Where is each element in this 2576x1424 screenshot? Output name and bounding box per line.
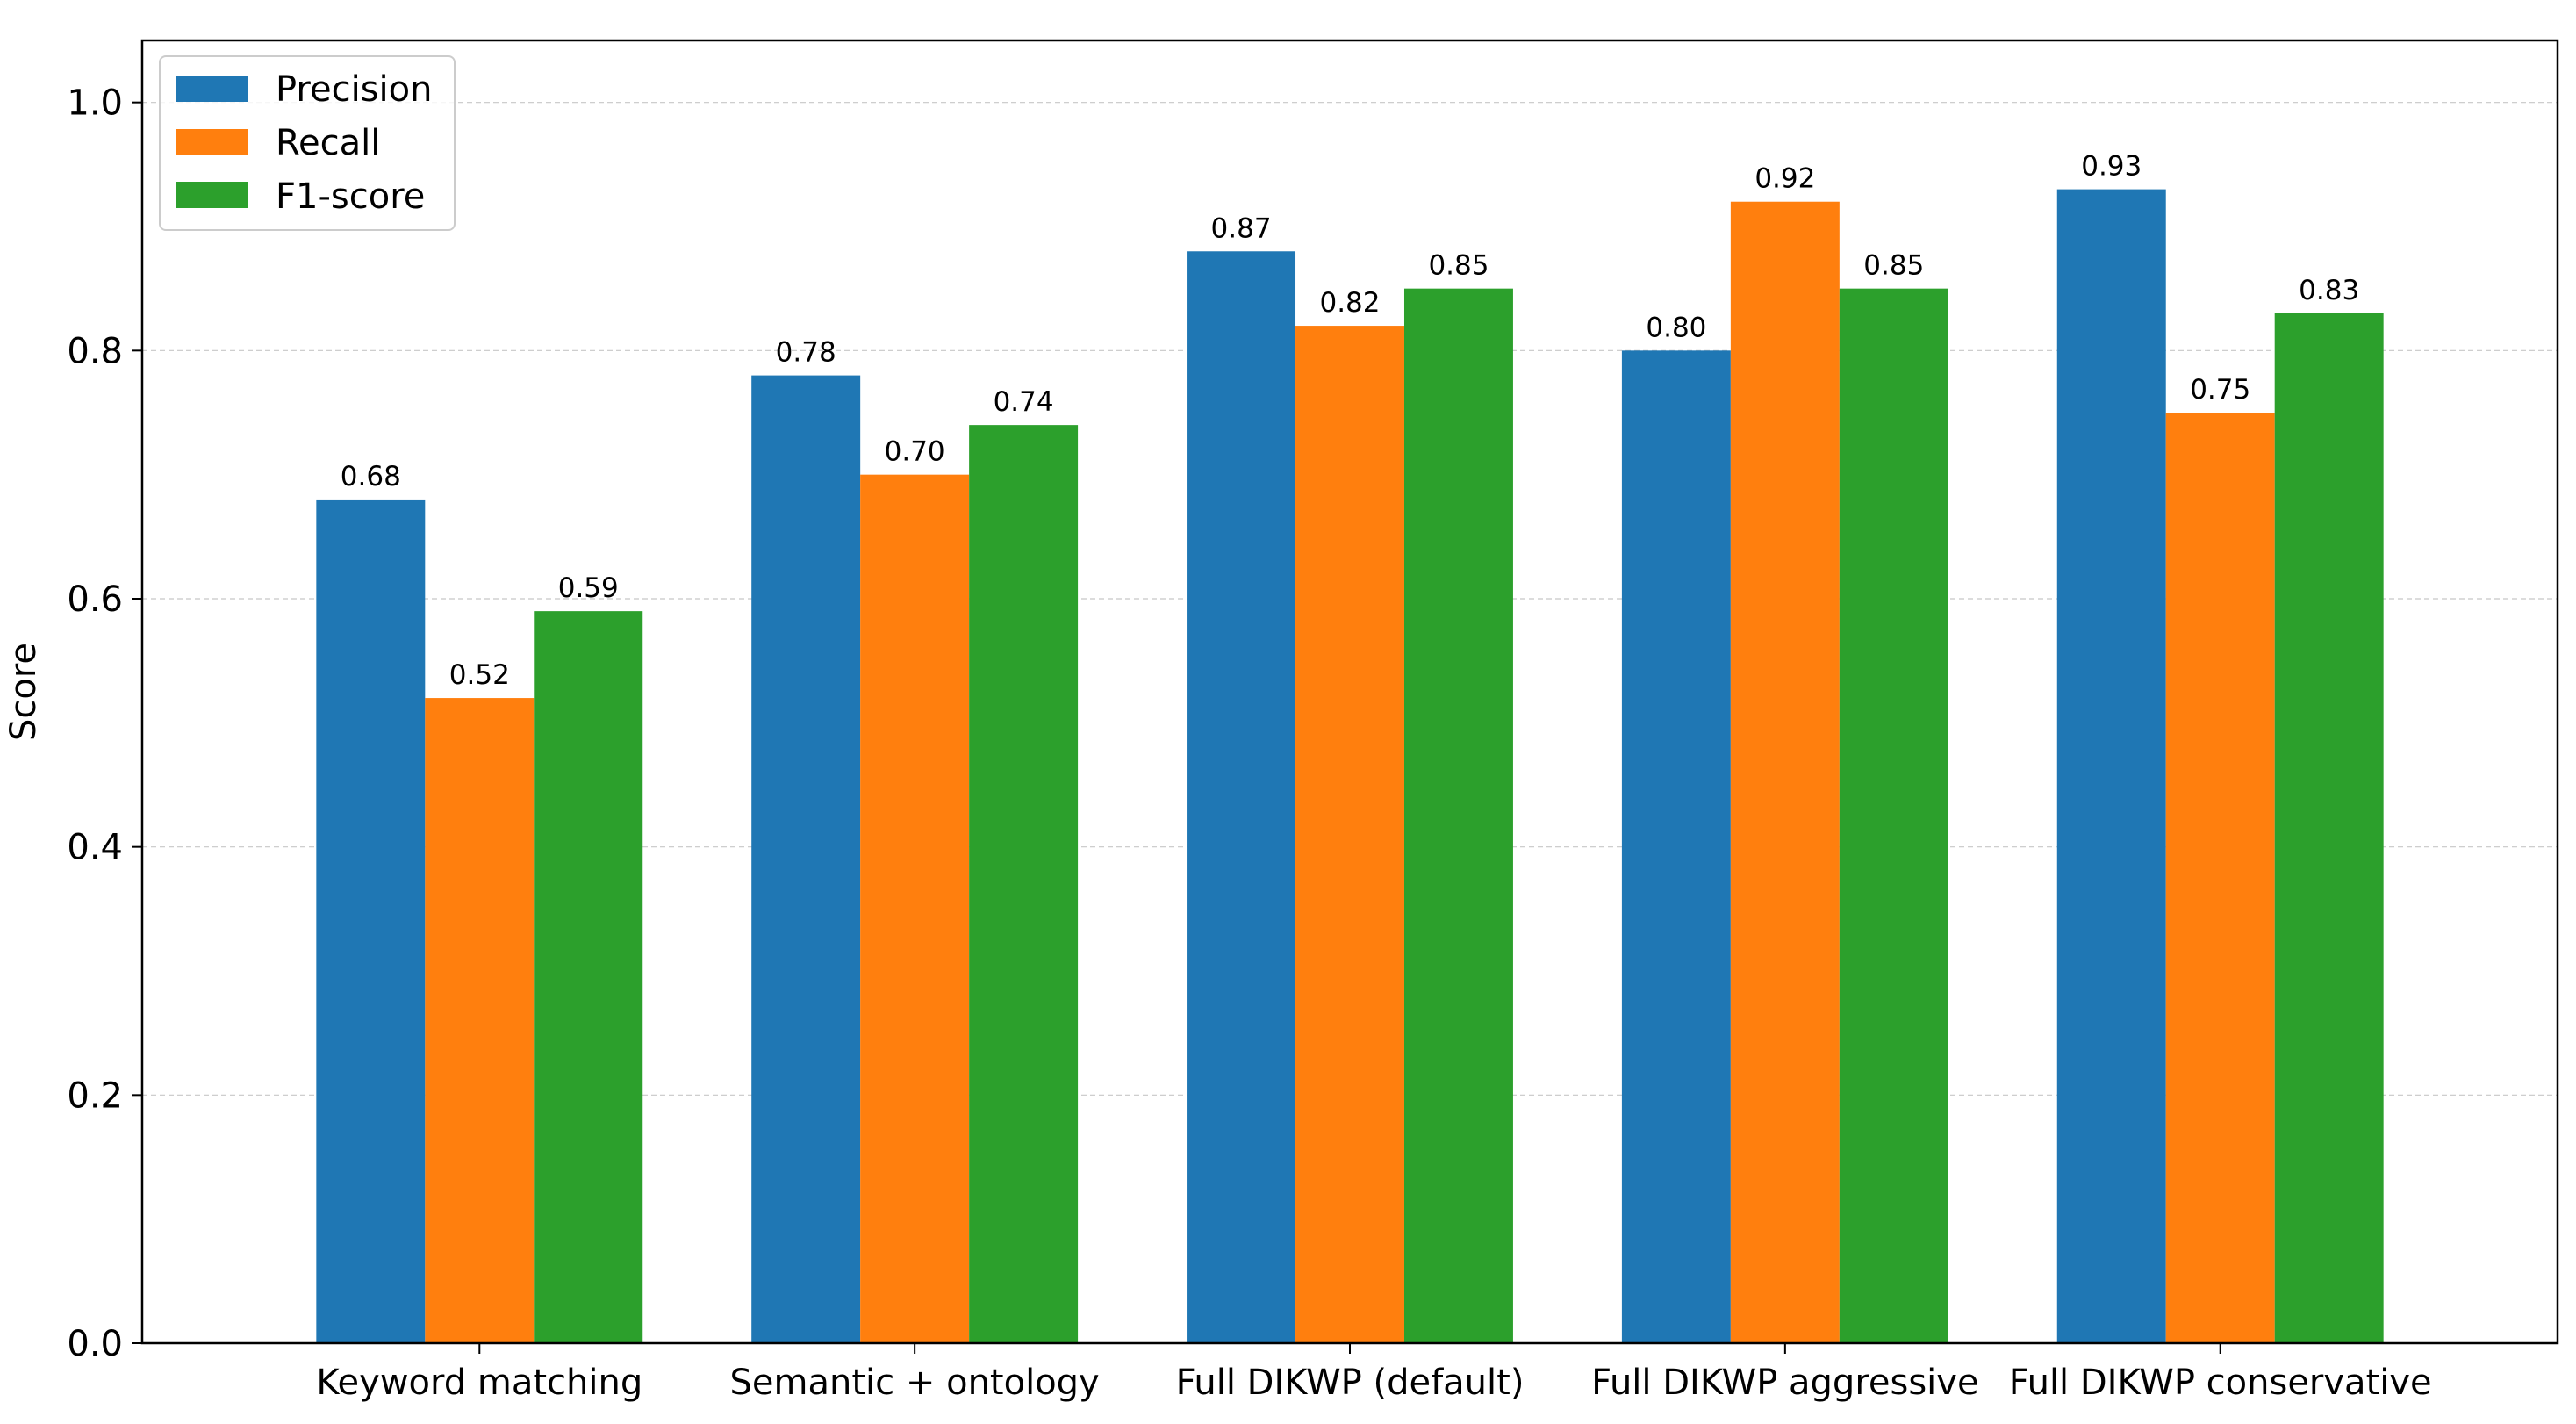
- data-label-precision: 0.87: [1211, 212, 1272, 244]
- x-tick-label: Semantic + ontology: [730, 1363, 1100, 1403]
- bar-precision: [1187, 251, 1296, 1344]
- legend-label-f1-score: F1-score: [276, 176, 425, 217]
- data-label-recall: 0.52: [449, 659, 510, 691]
- data-label-f1-score: 0.83: [2299, 275, 2359, 306]
- data-label-f1-score: 0.74: [994, 386, 1054, 418]
- data-label-precision: 0.68: [341, 461, 401, 493]
- y-tick-label: 0.4: [67, 828, 123, 868]
- x-tick-label: Full DIKWP aggressive: [1591, 1363, 1978, 1403]
- x-axis: Keyword matching Semantic + ontology Full …: [316, 1343, 2432, 1403]
- data-label-recall: 0.82: [1319, 287, 1380, 319]
- bar-f1-score: [2274, 313, 2384, 1343]
- y-tick-label: 0.0: [67, 1324, 123, 1364]
- y-tick-label: 0.2: [67, 1075, 123, 1116]
- x-tick-label: Full DIKWP conservative: [2009, 1363, 2432, 1403]
- x-tick-label: Keyword matching: [316, 1363, 642, 1403]
- data-label-f1-score: 0.59: [558, 572, 619, 604]
- bar-recall: [2165, 413, 2275, 1343]
- y-axis-title: Score: [4, 643, 44, 741]
- bar-precision: [2056, 189, 2166, 1344]
- y-tick-label: 0.6: [67, 579, 123, 620]
- data-label-precision: 0.93: [2081, 151, 2142, 183]
- legend-swatch-f1-score: [176, 182, 248, 208]
- data-label-precision: 0.78: [776, 337, 836, 369]
- y-tick-label: 1.0: [67, 83, 123, 124]
- legend-swatch-recall: [176, 129, 248, 155]
- bar-precision: [316, 499, 426, 1343]
- legend-swatch-precision: [176, 76, 248, 102]
- bar-recall: [425, 698, 535, 1343]
- y-axis: 0.0 0.2 0.4 0.6 0.8 1.0: [67, 83, 142, 1364]
- data-labels: 0.68 0.52 0.59 0.78 0.70 0.74 0.87 0.82 0.85 0.80…: [341, 151, 2359, 691]
- bar-precision: [1621, 350, 1731, 1343]
- data-label-recall: 0.75: [2190, 374, 2250, 406]
- data-label-recall: 0.70: [885, 436, 945, 468]
- x-tick-label: Full DIKWP (default): [1176, 1363, 1525, 1403]
- legend-label-precision: Precision: [276, 69, 432, 110]
- bar-recall: [1730, 201, 1840, 1343]
- bar-f1-score: [534, 611, 643, 1343]
- bar-f1-score: [1839, 288, 1948, 1344]
- bar-recall: [1295, 326, 1404, 1344]
- bar-f1-score: [969, 425, 1079, 1344]
- bar-precision: [751, 375, 861, 1344]
- legend-label-recall: Recall: [276, 123, 380, 163]
- data-label-recall: 0.92: [1754, 163, 1815, 195]
- data-label-f1-score: 0.85: [1863, 250, 1924, 282]
- bar-f1-score: [1403, 288, 1513, 1344]
- bar-recall: [860, 474, 970, 1343]
- data-label-precision: 0.80: [1646, 312, 1706, 343]
- legend: Precision Recall F1-score: [159, 55, 456, 231]
- bars: [316, 189, 2384, 1344]
- y-tick-label: 0.8: [67, 331, 123, 371]
- data-label-f1-score: 0.85: [1428, 250, 1489, 282]
